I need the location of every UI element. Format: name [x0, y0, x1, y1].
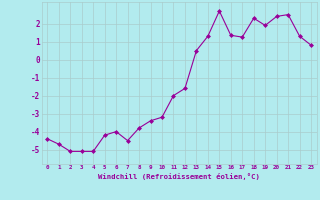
X-axis label: Windchill (Refroidissement éolien,°C): Windchill (Refroidissement éolien,°C): [98, 173, 260, 180]
